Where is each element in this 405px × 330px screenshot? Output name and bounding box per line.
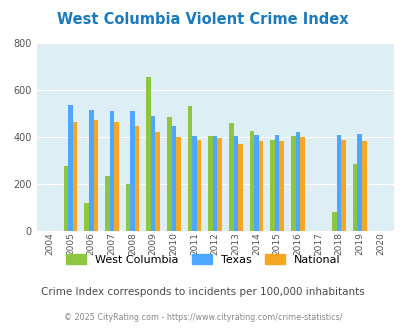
Bar (151, 116, 155, 231)
Bar (237, 145, 242, 231)
Bar (73, 122, 77, 231)
Bar (295, 132, 299, 231)
Bar (290, 136, 295, 231)
Bar (270, 141, 274, 231)
Bar (279, 141, 283, 231)
Bar (356, 134, 361, 231)
Bar (84, 203, 89, 231)
Text: Crime Index corresponds to incidents per 100,000 inhabitants: Crime Index corresponds to incidents per… (41, 287, 364, 297)
Bar (109, 111, 114, 231)
Bar (254, 135, 258, 231)
Bar (187, 106, 192, 231)
Bar (274, 135, 279, 231)
Bar (249, 131, 254, 231)
Bar (258, 141, 263, 231)
Bar (336, 135, 341, 231)
Bar (155, 132, 160, 231)
Text: West Columbia Violent Crime Index: West Columbia Violent Crime Index (57, 12, 348, 27)
Bar (93, 120, 98, 231)
Legend: West Columbia, Texas, National: West Columbia, Texas, National (61, 250, 344, 269)
Bar (341, 140, 345, 231)
Bar (134, 126, 139, 231)
Bar (228, 123, 233, 231)
Bar (166, 117, 171, 231)
Bar (130, 111, 134, 231)
Bar (233, 137, 237, 231)
Bar (105, 176, 109, 231)
Bar (196, 140, 201, 231)
Bar (217, 138, 222, 231)
Bar (171, 126, 176, 231)
Bar (352, 164, 356, 231)
Bar (64, 166, 68, 231)
Bar (114, 122, 118, 231)
Bar (146, 77, 151, 231)
Bar (331, 212, 336, 231)
Bar (212, 136, 217, 231)
Bar (192, 136, 196, 231)
Bar (89, 110, 93, 231)
Bar (299, 137, 304, 231)
Bar (208, 137, 212, 231)
Bar (176, 137, 180, 231)
Bar (68, 105, 73, 231)
Text: © 2025 CityRating.com - https://www.cityrating.com/crime-statistics/: © 2025 CityRating.com - https://www.city… (64, 313, 341, 322)
Bar (126, 184, 130, 231)
Bar (361, 142, 366, 231)
